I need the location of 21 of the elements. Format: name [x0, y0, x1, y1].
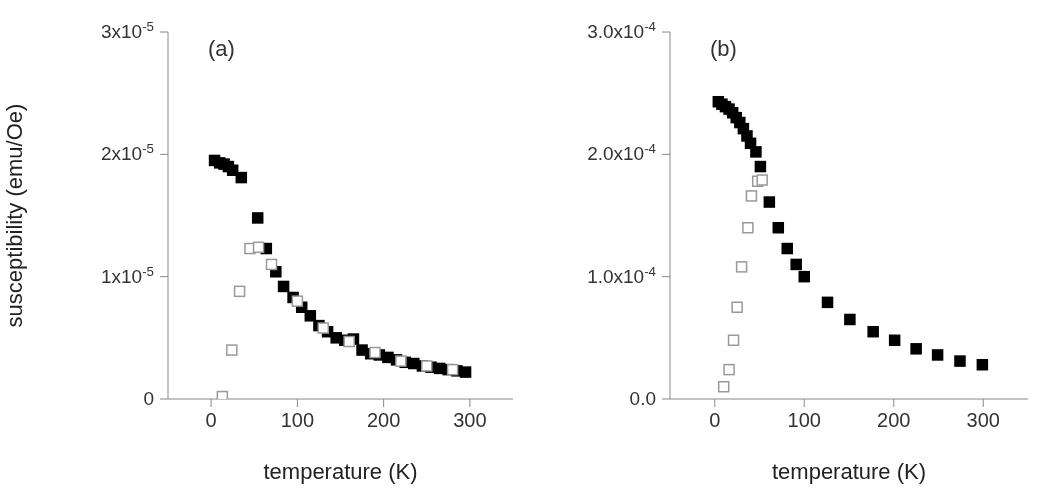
y-tick-label: 3x10$^{-5}$: [100, 18, 154, 42]
y-tick-label: 2x10$^{-5}$: [100, 140, 154, 165]
annotation: (a): [208, 36, 235, 62]
y-axis-title: susceptibility (emu/Oe): [2, 103, 27, 328]
x-tick-label: 200: [366, 409, 401, 431]
y-tick-label: 0.0: [629, 388, 656, 409]
annotation: (b): [710, 36, 737, 62]
x-tick-label: 0: [205, 409, 217, 431]
x-tick-label: 100: [787, 409, 821, 431]
y-tick-label: 0: [143, 388, 154, 409]
x-tick-label: 100: [280, 409, 315, 431]
x-axis-title: temperature (K): [263, 459, 418, 484]
y-tick-label: 1.0x10$^{-4}$: [587, 263, 656, 287]
x-tick-label: 200: [877, 409, 911, 431]
x-tick-label: 300: [453, 409, 487, 431]
y-tick-label: 2.0x10$^{-4}$: [587, 140, 656, 165]
y-tick-label: 3.0x10$^{-4}$: [587, 18, 656, 42]
y-tick-label: 1x10$^{-5}$: [100, 263, 154, 287]
x-tick-label: 0: [709, 409, 721, 431]
x-tick-label: 300: [966, 409, 1000, 431]
x-axis-title: temperature (K): [771, 459, 927, 484]
